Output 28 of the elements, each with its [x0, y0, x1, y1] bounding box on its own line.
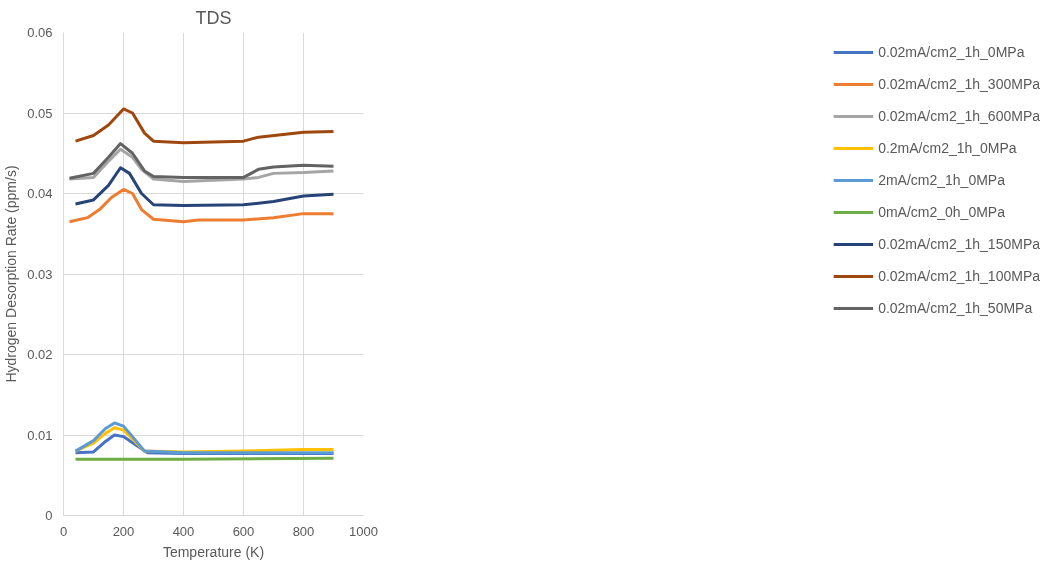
- line-series: [74, 166, 335, 208]
- legend-label: 0.02mA/cm2_1h_0MPa: [878, 44, 1025, 60]
- chart-title: TDS: [195, 7, 232, 28]
- x-tick-label: 1000: [349, 523, 378, 539]
- x-tick-label: 800: [292, 523, 315, 539]
- x-tick-label: 0: [59, 523, 68, 539]
- legend-label: 0.02mA/cm2_1h_150MPa: [878, 236, 1040, 252]
- x-axis-title: Temperature (K): [162, 543, 265, 560]
- legend-label: 0.02mA/cm2_1h_50MPa: [878, 300, 1033, 316]
- line-series: [68, 187, 335, 224]
- legend-label: 0.2mA/cm2_1h_0MPa: [878, 140, 1017, 156]
- legend-label: 0.02mA/cm2_1h_600MPa: [878, 108, 1040, 124]
- y-tick-label: 0.04: [27, 186, 53, 201]
- legend-label: 0.02mA/cm2_1h_300MPa: [878, 76, 1040, 92]
- y-tick-label: 0.03: [27, 266, 53, 282]
- x-tick-label: 400: [172, 523, 195, 539]
- y-tick-label: 0: [45, 508, 53, 523]
- legend-label: 0mA/cm2_0h_0MPa: [878, 204, 1005, 220]
- legend-label: 2mA/cm2_1h_0MPa: [878, 172, 1005, 188]
- x-tick-label: 200: [112, 523, 135, 539]
- y-tick-label: 0.02: [27, 347, 53, 362]
- y-tick-label: 0.05: [27, 105, 53, 121]
- y-axis-title: Hydrogen Desorption Rate (ppm/s): [3, 165, 20, 383]
- line-series: [74, 107, 335, 145]
- y-tick-label: 0.01: [27, 427, 53, 443]
- legend-label: 0.02mA/cm2_1h_100MPa: [878, 268, 1040, 284]
- x-tick-label: 600: [232, 523, 255, 539]
- y-tick-label: 0.06: [27, 25, 53, 40]
